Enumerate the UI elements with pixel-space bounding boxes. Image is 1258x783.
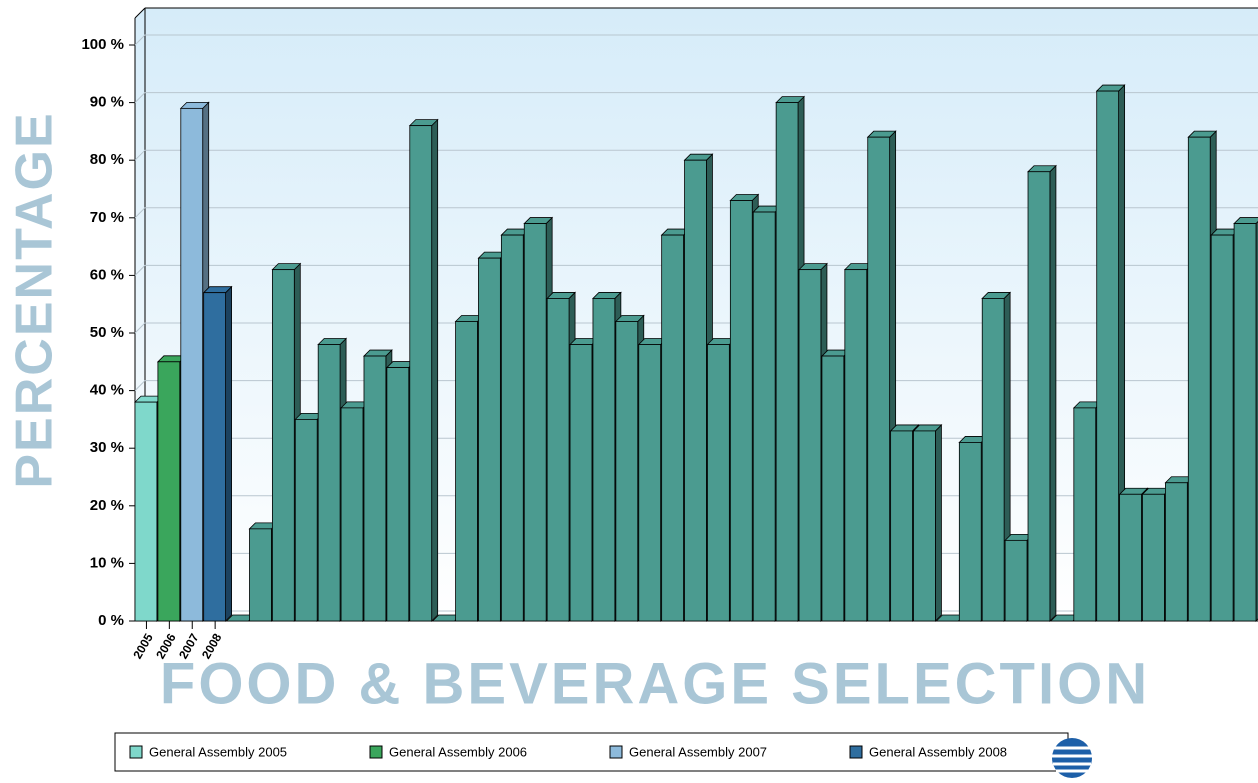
y-tick-label: 60 % xyxy=(90,266,124,283)
bar xyxy=(1165,482,1188,622)
bar xyxy=(1142,493,1165,622)
legend-label: General Assembly 2008 xyxy=(869,744,1007,759)
bar xyxy=(1096,90,1120,622)
bar xyxy=(798,269,822,622)
bar xyxy=(500,234,524,622)
y-tick-label: 30 % xyxy=(90,439,124,456)
bar xyxy=(1027,171,1051,622)
bar xyxy=(569,344,593,622)
bar xyxy=(546,298,570,622)
legend-swatch xyxy=(129,745,143,759)
grid-line xyxy=(134,34,1258,46)
bar xyxy=(981,298,1005,622)
bar xyxy=(455,321,478,622)
bar xyxy=(707,344,730,622)
bar xyxy=(409,125,433,622)
bar xyxy=(729,200,753,622)
bar xyxy=(271,269,295,622)
y-tick-label: 50 % xyxy=(90,324,124,341)
bar xyxy=(592,298,616,622)
logo xyxy=(1052,738,1092,778)
bar xyxy=(249,528,272,622)
bar-side xyxy=(225,285,232,622)
grid-line xyxy=(134,92,1258,103)
bar xyxy=(203,292,226,622)
bar-side xyxy=(935,423,942,622)
legend-label: General Assembly 2005 xyxy=(149,744,287,759)
y-tick-label: 40 % xyxy=(90,382,124,399)
bar xyxy=(294,418,318,622)
y-tick-label: 10 % xyxy=(90,554,124,571)
bar xyxy=(638,344,662,622)
bar xyxy=(684,159,707,622)
bar xyxy=(821,355,845,622)
legend-label: General Assembly 2006 xyxy=(389,744,527,759)
legend: General Assembly 2005 General Assembly 20… xyxy=(129,744,1007,759)
y-tick-label: 100 % xyxy=(81,36,124,53)
legend-label: General Assembly 2007 xyxy=(629,744,767,759)
bar xyxy=(478,257,501,622)
bar xyxy=(1210,234,1234,622)
y-tick-label: 80 % xyxy=(90,151,124,168)
bar xyxy=(1004,539,1028,622)
legend-swatch xyxy=(849,745,863,759)
bar xyxy=(775,102,799,622)
bar xyxy=(1187,136,1211,622)
bar xyxy=(1233,223,1257,622)
bar xyxy=(134,401,158,622)
bar xyxy=(913,430,936,622)
bar xyxy=(867,136,891,622)
bar xyxy=(363,355,387,622)
bar xyxy=(890,430,913,622)
bar xyxy=(523,223,547,622)
logo-stripes xyxy=(1052,746,1092,773)
bar-side xyxy=(431,118,439,622)
y-tick-label: 20 % xyxy=(90,497,124,514)
bar xyxy=(317,344,341,622)
bar xyxy=(958,442,982,622)
chart-title: FOOD & BEVERAGE SELECTION xyxy=(160,651,1150,716)
bar xyxy=(752,211,776,622)
bar xyxy=(615,321,639,622)
y-axis-title: PERCENTAGE xyxy=(6,111,64,488)
legend-swatch xyxy=(609,745,623,759)
bar xyxy=(180,107,204,622)
y-tick-label: 70 % xyxy=(90,209,124,226)
y-tick-label: 90 % xyxy=(90,94,124,111)
x-tick-label: 2005 xyxy=(130,631,156,661)
bar xyxy=(340,407,364,622)
bar xyxy=(1073,407,1097,622)
bar xyxy=(157,361,181,622)
bar-side xyxy=(1049,164,1057,622)
legend-swatch xyxy=(369,745,383,759)
bar xyxy=(661,234,684,622)
wall-top-edge xyxy=(134,7,146,19)
bars xyxy=(134,84,1258,622)
bar xyxy=(386,367,410,622)
y-tick-label: 0 % xyxy=(98,612,124,629)
bar xyxy=(1119,493,1142,622)
bar xyxy=(844,269,868,622)
